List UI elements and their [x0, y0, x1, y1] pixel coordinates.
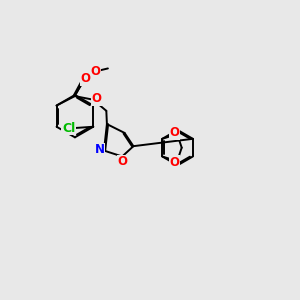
Text: O: O: [169, 156, 180, 169]
Text: N: N: [94, 143, 104, 157]
Text: Cl: Cl: [62, 122, 75, 135]
Text: O: O: [80, 72, 90, 85]
Text: O: O: [117, 155, 127, 168]
Text: O: O: [92, 92, 102, 105]
Text: O: O: [169, 126, 180, 140]
Text: O: O: [91, 65, 100, 78]
